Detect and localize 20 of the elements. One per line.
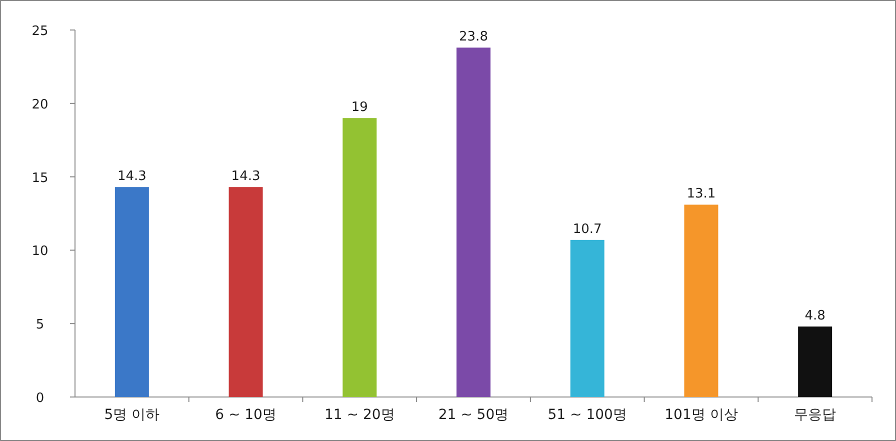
y-tick-label: 0 [36, 391, 44, 406]
data-label: 14.3 [117, 169, 146, 184]
y-tick-label: 5 [36, 318, 44, 333]
x-tick-label: 51 ~ 100명 [548, 407, 627, 423]
y-tick-label: 20 [32, 97, 48, 112]
x-tick-label: 무응답 [794, 407, 836, 423]
x-tick-label: 6 ~ 10명 [215, 407, 276, 423]
data-label: 10.7 [572, 222, 602, 237]
data-label: 19 [351, 100, 368, 116]
data-label: 13.1 [686, 186, 716, 202]
x-tick-label: 101명 이상 [664, 407, 738, 423]
y-tick-label: 15 [32, 170, 48, 186]
data-label: 4.8 [804, 308, 826, 324]
x-tick-label: 21 ~ 50명 [438, 407, 509, 423]
y-tick-label: 25 [32, 24, 48, 39]
x-tick-label: 5명 이하 [104, 407, 160, 423]
data-label: 23.8 [459, 30, 488, 45]
data-label: 14.3 [231, 169, 260, 184]
x-tick-label: 11 ~ 20명 [324, 407, 395, 423]
y-tick-label: 10 [32, 244, 48, 260]
